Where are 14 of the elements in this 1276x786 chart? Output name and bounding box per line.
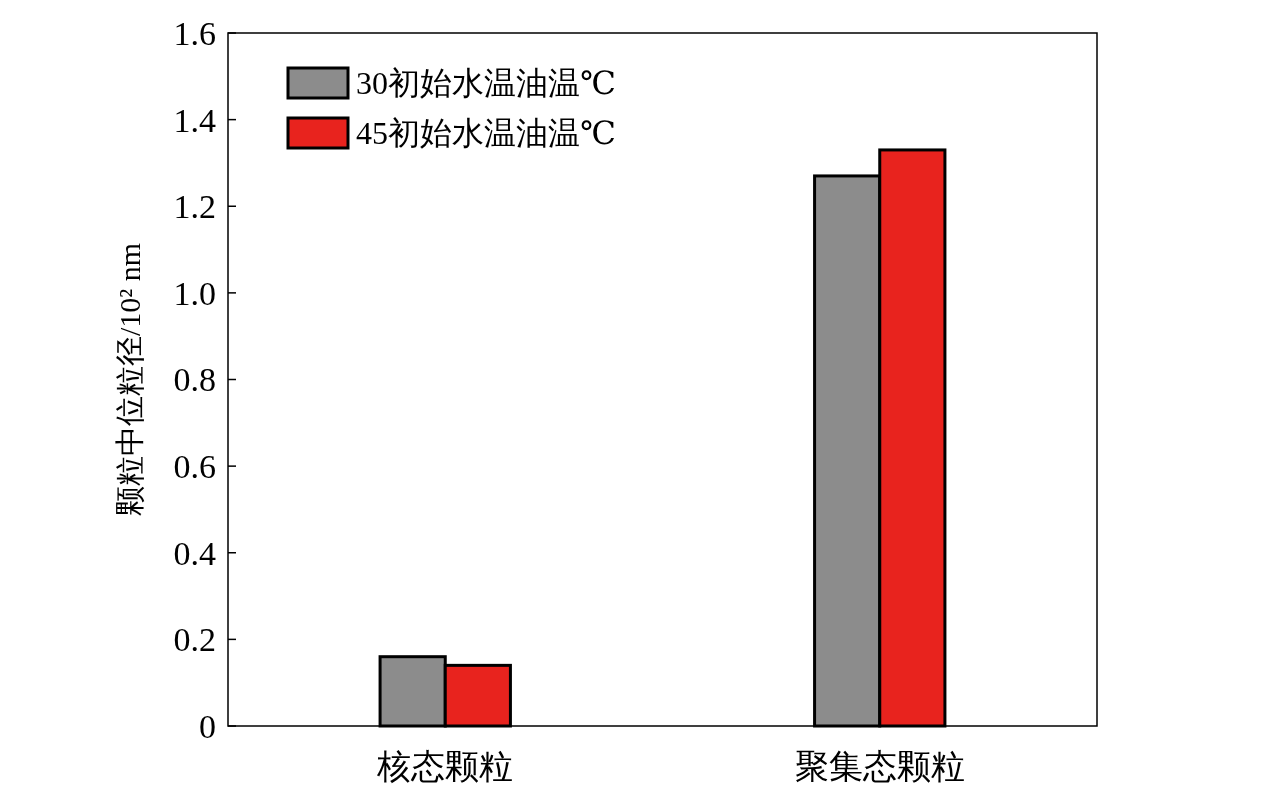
y-axis-title: 颗粒中位粒径/10² nm xyxy=(113,242,146,517)
y-tick-label: 1.0 xyxy=(173,274,216,312)
y-tick-label: 0.6 xyxy=(173,448,216,486)
y-tick-label: 0.4 xyxy=(173,534,216,572)
y-tick-label: 1.2 xyxy=(173,188,216,226)
legend-label: 30初始水温油温℃ xyxy=(356,65,616,102)
legend-label: 45初始水温油温℃ xyxy=(356,115,616,152)
y-tick-label: 0.2 xyxy=(173,621,216,659)
y-tick-label: 0.8 xyxy=(173,361,216,399)
y-tick-label: 1.4 xyxy=(173,101,216,139)
y-tick-label: 1.6 xyxy=(173,14,216,52)
x-tick-label: 核态颗粒 xyxy=(376,748,514,785)
y-tick-label: 0 xyxy=(199,707,216,745)
x-tick-label: 聚集态颗粒 xyxy=(794,748,965,785)
